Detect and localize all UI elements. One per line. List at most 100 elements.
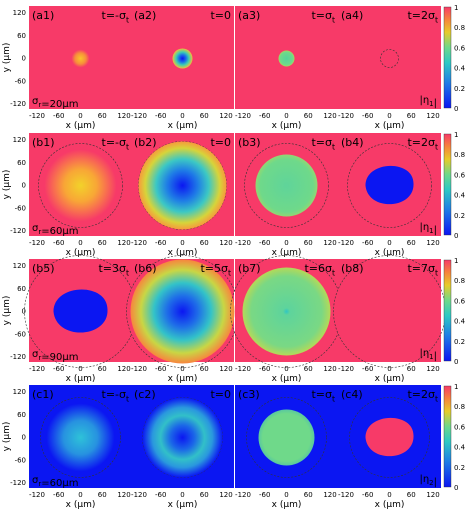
x-tick-label: -60: [155, 491, 166, 499]
x-tick-label: -60: [155, 365, 166, 373]
core-region: [365, 417, 414, 457]
colorbar-tick-label: 0.6: [454, 297, 466, 305]
reference-circle: [246, 397, 327, 478]
x-tick-label: 60: [407, 112, 416, 120]
colorbar-tick-label: 0.4: [454, 192, 466, 200]
colorbar-tick-label: 0.2: [454, 212, 465, 220]
panel-label: (b6): [134, 262, 157, 275]
map-panel: (b6) t=5σt: [126, 255, 239, 368]
x-tick-label: 60: [407, 365, 416, 373]
x-tick-label: -120: [338, 365, 354, 373]
x-tick-label: 0: [387, 239, 391, 247]
y-axis: 120 60 0 -60 -120 y (μm): [2, 388, 26, 487]
eta-label: |η1|: [419, 95, 437, 109]
x-axis-label: x (μm): [168, 248, 198, 258]
x-axis-label: x (μm): [272, 121, 302, 131]
x-tick-label: -120: [235, 239, 251, 247]
colorbar-tick-label: 0.2: [454, 464, 465, 472]
x-tick-label: -60: [259, 112, 270, 120]
x-tick-label: 0: [78, 491, 82, 499]
panel-time: t=5σt: [200, 262, 231, 277]
x-tick-label: 120: [117, 239, 130, 247]
map-background: [338, 259, 441, 362]
colorbar-gradient: [443, 259, 452, 362]
x-axis-label: x (μm): [66, 500, 96, 510]
x-axis: -120 -60 0 60 120 x (μm): [235, 112, 337, 131]
x-tick-label: 60: [98, 239, 107, 247]
x-tick-label: 120: [323, 239, 336, 247]
x-tick-label: 60: [98, 112, 107, 120]
colorbar-gradient: [443, 6, 452, 109]
x-tick-label: 0: [180, 491, 184, 499]
panel-label: (c4): [341, 388, 363, 401]
sigma-label: σr=90μm: [32, 349, 78, 363]
panel-label: (a2): [134, 9, 156, 22]
y-tick-label: 60: [17, 411, 26, 419]
colorbar-tick-label: 1: [454, 383, 458, 391]
y-tick-label: 120: [13, 136, 26, 144]
panel-time: t=σt: [311, 136, 335, 151]
x-tick-label: 60: [304, 112, 313, 120]
x-axis-label: x (μm): [272, 374, 302, 384]
map-panel: (b5) t=3σt: [24, 255, 137, 368]
x-axis: -120 -60 0 60 120 x (μm): [29, 491, 131, 510]
y-axis-label: y (μm): [2, 422, 12, 452]
x-axis-label: x (μm): [168, 121, 198, 131]
x-tick-label: 60: [200, 112, 209, 120]
eta-label: |η2|: [419, 474, 437, 488]
x-axis: -120 -60 0 60 120 x (μm): [338, 239, 440, 258]
y-tick-label: 120: [13, 9, 26, 17]
y-tick-label: -60: [15, 330, 26, 338]
x-axis: -120 -60 0 60 120 x (μm): [131, 365, 233, 384]
x-axis: -120 -60 0 60 120 x (μm): [29, 239, 131, 258]
intensity-spot: [278, 50, 295, 67]
y-tick-label: 0: [22, 182, 26, 190]
x-axis-label: x (μm): [66, 374, 96, 384]
x-axis: -120 -60 0 60 120 x (μm): [338, 112, 440, 131]
panel-label: (c2): [134, 388, 156, 401]
map-panel: (c1) t=-σt: [29, 385, 132, 488]
x-tick-label: 0: [78, 365, 82, 373]
colorbar-gradient: [443, 385, 452, 488]
colorbar-tick-label: 1: [454, 257, 458, 265]
colorbar-tick-label: 0.6: [454, 44, 466, 52]
y-tick-label: 60: [17, 32, 26, 40]
x-tick-label: -120: [338, 112, 354, 120]
x-tick-label: 0: [78, 239, 82, 247]
colorbar-tick-label: 1: [454, 4, 458, 12]
colorbar-tick-label: 0.4: [454, 444, 466, 452]
x-tick-label: 0: [180, 239, 184, 247]
core-region: [365, 165, 414, 205]
colorbar-tick-label: 0: [454, 232, 458, 240]
panel-time: t=-σt: [102, 9, 130, 24]
x-tick-label: -60: [362, 491, 373, 499]
sigma-label: σr=60μm: [32, 223, 78, 237]
x-axis-label: x (μm): [272, 248, 302, 258]
map-panel: (c4) t=2σt: [338, 385, 441, 488]
map-panel: (c3) t=σt: [235, 385, 338, 488]
panel-time: t=2σt: [407, 9, 438, 24]
intensity-spot: [44, 149, 117, 222]
x-tick-label: -120: [235, 112, 251, 120]
x-axis-label: x (μm): [375, 248, 405, 258]
panel-time: t=0: [210, 9, 231, 22]
colorbar-tick-label: 0.8: [454, 403, 465, 411]
x-tick-label: 60: [407, 239, 416, 247]
y-tick-label: -60: [15, 77, 26, 85]
panel-time: t=2σt: [407, 388, 438, 403]
x-axis-label: x (μm): [375, 121, 405, 131]
colorbar-tick-label: 0.8: [454, 151, 465, 159]
intensity-spot: [130, 259, 235, 364]
x-axis-label: x (μm): [168, 500, 198, 510]
intensity-spot: [46, 403, 115, 472]
panel-time: t=3σt: [98, 262, 129, 277]
colorbar-tick-label: 0: [454, 484, 458, 492]
panel-label: (a3): [238, 9, 260, 22]
x-tick-label: 120: [117, 365, 130, 373]
x-tick-label: -60: [259, 239, 270, 247]
colorbar-tick-label: 0.8: [454, 277, 465, 285]
y-axis: 120 60 0 -60 -120 y (μm): [2, 9, 26, 108]
map-panel: (b4) t=2σt: [338, 133, 441, 236]
x-tick-label: 0: [387, 365, 391, 373]
